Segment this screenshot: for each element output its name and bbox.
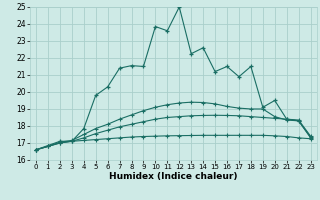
X-axis label: Humidex (Indice chaleur): Humidex (Indice chaleur) xyxy=(109,172,237,181)
